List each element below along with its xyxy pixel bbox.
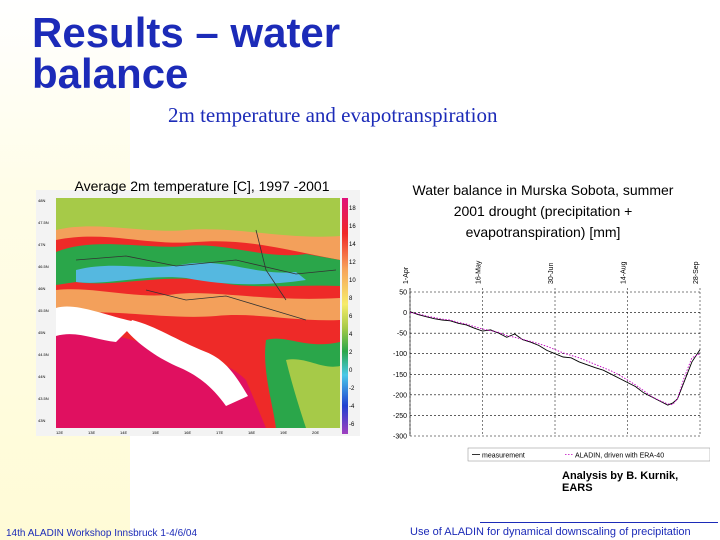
colorbar-label: 16 (349, 224, 356, 230)
x-tick-label: 30-Jun (548, 262, 555, 284)
chart-gridlines (409, 288, 701, 437)
water-balance-caption: Water balance in Murska Sobota, summer 2… (412, 182, 674, 240)
series-aladin-line (409, 312, 701, 406)
colorbar-label: 14 (349, 242, 356, 248)
lon-label: 12E (56, 430, 63, 435)
footer-divider (480, 522, 718, 523)
x-tick-label: 14-Aug (621, 261, 628, 284)
y-tick-label: 0 (403, 310, 407, 317)
lon-label: 19E (280, 430, 287, 435)
temperature-map-figure: 48N 47.5N 47N 46.5N 46N 45.5N 45N 44.5N … (36, 190, 360, 436)
colorbar-label: 18 (349, 206, 356, 212)
y-tick-label: -50 (397, 331, 407, 338)
colorbar-label: 4 (349, 332, 353, 338)
y-tick-label: -200 (393, 392, 407, 399)
colorbar-label: -2 (349, 386, 355, 392)
slide-title: Results – water balance (32, 9, 341, 97)
series-measurement-line (409, 311, 701, 406)
lat-label: 44N (38, 374, 45, 379)
colorbar-label: 8 (349, 296, 353, 302)
x-tick-label: 28-Sep (693, 261, 700, 284)
colorbar-label: -4 (349, 404, 355, 410)
y-tick-label: -150 (393, 372, 407, 379)
lon-label: 16E (184, 430, 191, 435)
colorbar (342, 198, 348, 434)
lat-label: 47N (38, 242, 45, 247)
lat-label: 43N (38, 418, 45, 423)
lon-label: 15E (152, 430, 159, 435)
x-tick-label: 16-May (476, 260, 483, 284)
map-plot (56, 198, 340, 428)
title-line-2: balance (32, 50, 189, 97)
y-tick-label: -300 (393, 434, 407, 441)
lat-label: 46N (38, 286, 45, 291)
lat-label: 44.5N (38, 352, 49, 357)
analysis-credit: Analysis by B. Kurnik, EARS (562, 470, 678, 494)
water-balance-chart: 50 0 -50 -100 -150 -200 -250 -300 1-Apr 16-May 30… (380, 250, 711, 465)
longitude-axis: 12E 13E 14E 15E 16E 17E 18E 19E 20E (56, 430, 319, 435)
legend-aladin-label: ALADIN, driven with ERA-40 (575, 453, 664, 460)
credit-line-1: Analysis by B. Kurnik, (562, 470, 679, 482)
colorbar-label: 2 (349, 350, 353, 356)
water-balance-chart-svg: 50 0 -50 -100 -150 -200 -250 -300 1-Apr 16-May 30… (393, 260, 711, 462)
footer-topic: Use of ALADIN for dynamical downscaling … (410, 526, 691, 538)
colorbar-label: 6 (349, 314, 353, 320)
colorbar-label: 0 (349, 368, 353, 374)
slide-subtitle: 2m temperature and evapotranspiration (168, 103, 498, 127)
chart-legend: measurement ALADIN, driven with ERA-40 (467, 447, 711, 462)
credit-line-2: EARS (562, 482, 593, 494)
lon-label: 18E (248, 430, 255, 435)
y-tick-label: -250 (393, 413, 407, 420)
lat-label: 46.5N (38, 264, 49, 269)
temperature-map-caption: Average 2m temperature [C], 1997 -2001 (74, 178, 330, 194)
lat-label: 43.5N (38, 396, 49, 401)
lat-label: 48N (38, 198, 45, 203)
legend-measurement-label: measurement (482, 453, 525, 460)
chart-series (409, 311, 701, 406)
chart-y-axis: 50 0 -50 -100 -150 -200 -250 -300 (393, 288, 411, 441)
colorbar-label: 10 (349, 278, 356, 284)
y-tick-label: 50 (399, 290, 407, 297)
colorbar-label: -6 (349, 422, 355, 428)
lon-label: 20E (312, 430, 319, 435)
lon-label: 17E (216, 430, 223, 435)
colorbar-labels: 18 16 14 12 10 8 6 4 2 0 -2 -4 -6 (349, 206, 356, 428)
footer-workshop: 14th ALADIN Workshop Innsbruck 1-4/6/04 (6, 528, 198, 539)
y-tick-label: -100 (393, 351, 407, 358)
x-tick-label: 1-Apr (403, 266, 410, 284)
lat-label: 47.5N (38, 220, 49, 225)
lon-label: 13E (88, 430, 95, 435)
lat-label: 45.5N (38, 308, 49, 313)
colorbar-label: 12 (349, 260, 356, 266)
lon-label: 14E (120, 430, 127, 435)
latitude-axis: 48N 47.5N 47N 46.5N 46N 45.5N 45N 44.5N … (38, 198, 49, 423)
temperature-map-svg: 48N 47.5N 47N 46.5N 46N 45.5N 45N 44.5N … (38, 198, 356, 435)
title-line-1: Results – water (32, 9, 341, 56)
chart-x-axis: 1-Apr 16-May 30-Jun 14-Aug 28-Sep (403, 260, 700, 284)
lat-label: 45N (38, 330, 45, 335)
